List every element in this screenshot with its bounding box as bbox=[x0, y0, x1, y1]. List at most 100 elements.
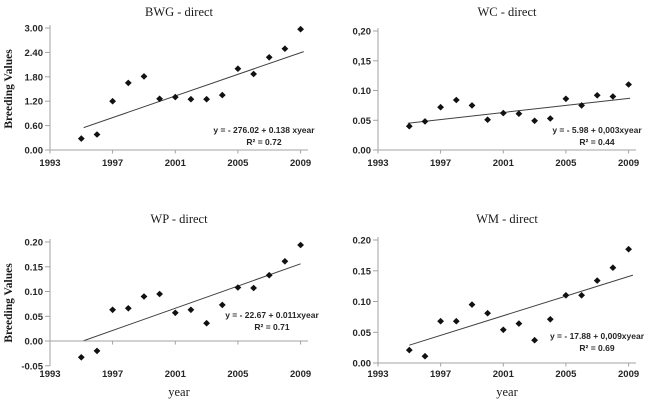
data-point bbox=[625, 245, 632, 253]
y-tick-label: 0,15 bbox=[353, 56, 372, 67]
chart-title: WC - direct bbox=[477, 5, 537, 19]
data-point bbox=[218, 91, 226, 99]
trend-line bbox=[83, 51, 304, 129]
x-tick-label: 1997 bbox=[102, 369, 123, 380]
data-point bbox=[405, 346, 413, 354]
data-point bbox=[593, 92, 601, 99]
r-squared-label: R² = 0.69 bbox=[579, 343, 614, 353]
y-tick-label: 0.05 bbox=[353, 116, 372, 127]
r-squared-label: R² = 0.44 bbox=[579, 137, 614, 147]
equation-label: y = - 276.02 + 0.138 xyear bbox=[213, 125, 315, 135]
chart-title: WP - direct bbox=[150, 212, 208, 226]
x-tick-label: 2005 bbox=[227, 369, 249, 380]
data-point bbox=[468, 301, 476, 308]
y-tick-label: 3.00 bbox=[25, 24, 44, 35]
equation-label: y = - 5.98 + 0,003xyear bbox=[552, 125, 642, 135]
data-point bbox=[297, 241, 304, 249]
x-tick-label: 2009 bbox=[290, 369, 311, 380]
data-point bbox=[250, 284, 257, 292]
y-tick-label: 1.20 bbox=[25, 97, 44, 108]
data-point bbox=[234, 65, 242, 72]
x-tick-label: 1993 bbox=[39, 369, 60, 380]
y-tick-label: 0.20 bbox=[25, 238, 44, 249]
data-point bbox=[484, 116, 491, 123]
data-point bbox=[124, 79, 132, 87]
data-point bbox=[171, 309, 179, 317]
data-point bbox=[187, 95, 195, 103]
data-point bbox=[531, 117, 538, 125]
y-axis-title: Breeding Values bbox=[3, 263, 15, 343]
x-tick-label: 2001 bbox=[165, 158, 187, 169]
chart-wc-direct: 0.00 0.05 0.10 0,15 0,20 1993 1997 2001 2005 2009… bbox=[325, 0, 650, 203]
y-tick-label: 0.10 bbox=[25, 287, 44, 298]
data-point bbox=[187, 306, 195, 314]
chart-canvas-wc: 0.00 0.05 0.10 0,15 0,20 1993 1997 2001 2005 2009… bbox=[353, 5, 643, 169]
x-tick-label: 1993 bbox=[367, 158, 388, 169]
data-point bbox=[515, 110, 523, 117]
y-tick-label: 0.00 bbox=[25, 146, 44, 157]
x-tick-label: 1993 bbox=[367, 369, 388, 380]
chart-title: WM - direct bbox=[476, 212, 538, 226]
data-point bbox=[218, 301, 226, 309]
x-tick-label: 1997 bbox=[102, 158, 123, 169]
data-point bbox=[437, 317, 444, 325]
data-point bbox=[593, 277, 601, 284]
r-squared-label: R² = 0.72 bbox=[246, 137, 281, 147]
data-point bbox=[156, 290, 163, 298]
data-point bbox=[203, 95, 210, 103]
y-tick-label: 0.60 bbox=[25, 121, 44, 132]
data-point bbox=[156, 95, 163, 103]
chart-bwg-direct: 0.00 0.60 1.20 1.80 2.40 3.00 1993 1997 2001 2005… bbox=[0, 0, 325, 203]
data-point bbox=[578, 102, 585, 109]
y-tick-label: 0.00 bbox=[353, 146, 372, 157]
data-point bbox=[468, 102, 476, 109]
data-point bbox=[484, 309, 491, 317]
x-axis-title: year bbox=[168, 385, 190, 399]
x-tick-label: 1997 bbox=[430, 369, 451, 380]
y-tick-label: 0.15 bbox=[353, 266, 372, 277]
data-point bbox=[234, 284, 242, 291]
y-tick-label: 0.05 bbox=[25, 312, 44, 323]
data-point bbox=[171, 93, 179, 101]
chart-canvas-wp: -0.05 0.00 0.05 0.10 0.15 0.20 1993 1997 2001 200… bbox=[3, 212, 319, 399]
data-point bbox=[405, 122, 413, 130]
x-tick-label: 2009 bbox=[290, 158, 311, 169]
y-axis-title: Breeding Values bbox=[3, 49, 15, 129]
data-point bbox=[421, 118, 429, 125]
x-tick-label: 2001 bbox=[165, 369, 187, 380]
equation-label: y = - 22.67 + 0.011xyear bbox=[225, 310, 319, 320]
data-point bbox=[515, 320, 523, 327]
y-tick-label: 0.10 bbox=[353, 297, 372, 308]
data-point bbox=[265, 271, 273, 279]
chart-canvas-bwg: 0.00 0.60 1.20 1.80 2.40 3.00 1993 1997 2001 2005… bbox=[3, 5, 315, 169]
data-point bbox=[609, 93, 617, 100]
data-point bbox=[77, 135, 85, 142]
data-point bbox=[625, 81, 632, 88]
data-point bbox=[546, 316, 554, 323]
chart-canvas-wm: 0.00 0.05 0.10 0.15 0.20 1993 1997 2001 2005 2009… bbox=[353, 212, 645, 399]
x-tick-label: 2001 bbox=[493, 158, 515, 169]
y-tick-label: 0.15 bbox=[25, 262, 44, 273]
data-point bbox=[562, 95, 570, 103]
data-point bbox=[562, 292, 570, 299]
x-tick-label: 1997 bbox=[430, 158, 451, 169]
x-tick-label: 2001 bbox=[493, 369, 515, 380]
y-tick-label: 0.20 bbox=[353, 236, 372, 247]
x-tick-label: 2005 bbox=[227, 158, 249, 169]
y-tick-label: -0.05 bbox=[21, 361, 43, 372]
x-tick-label: 2005 bbox=[555, 158, 577, 169]
data-point bbox=[77, 354, 85, 361]
data-point bbox=[124, 305, 132, 312]
data-point bbox=[140, 73, 148, 80]
data-point bbox=[140, 293, 148, 300]
data-point bbox=[109, 97, 116, 105]
x-tick-label: 1993 bbox=[39, 158, 60, 169]
data-point bbox=[421, 352, 429, 360]
y-tick-label: 0.00 bbox=[25, 337, 44, 348]
y-tick-label: 0.05 bbox=[353, 328, 372, 339]
chart-wm-direct: 0.00 0.05 0.10 0.15 0.20 1993 1997 2001 2005 2009… bbox=[325, 203, 650, 406]
y-tick-label: 0,20 bbox=[353, 27, 372, 38]
data-point bbox=[531, 336, 538, 344]
data-point bbox=[250, 70, 257, 78]
